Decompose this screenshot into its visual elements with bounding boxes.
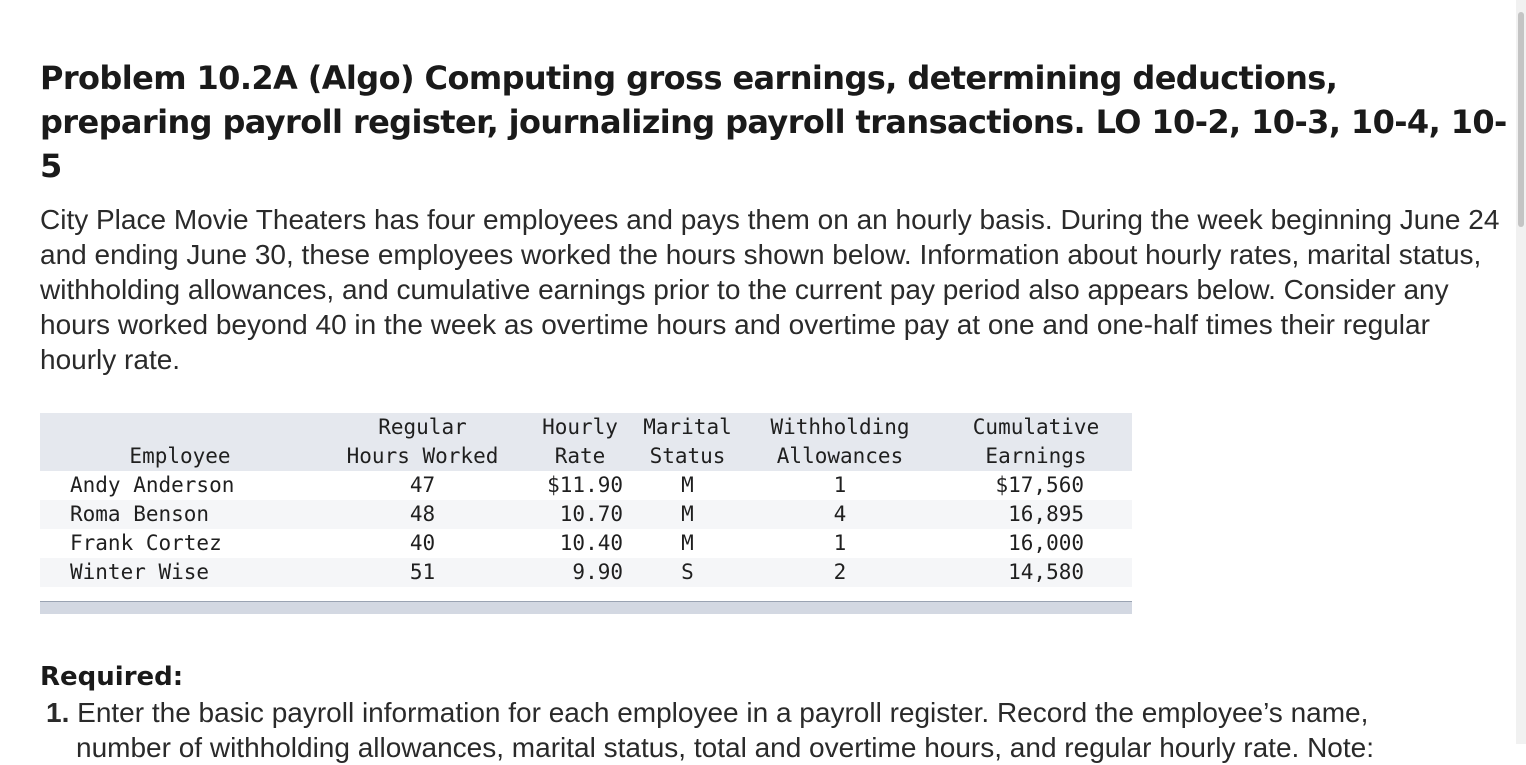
problem-intro: City Place Movie Theaters has four emplo… bbox=[40, 204, 1500, 375]
table-footer-bar bbox=[40, 601, 1132, 614]
header-regular-hours: Regular Hours Worked bbox=[346, 415, 499, 468]
cell-employee: Andy Anderson bbox=[70, 473, 235, 497]
cell-marital: M bbox=[681, 502, 694, 526]
cell-hours: 48 bbox=[409, 502, 436, 526]
employee-table: Employee Regular Hours Worked Hourly Rat… bbox=[40, 413, 1132, 587]
title-line-2: preparing payroll register, journalizing… bbox=[40, 103, 1507, 185]
vertical-scrollbar[interactable] bbox=[1516, 0, 1526, 744]
cell-marital: M bbox=[681, 473, 694, 497]
cell-allowances: 1 bbox=[833, 473, 847, 497]
required-item-text-continued: number of withholding allowances, marita… bbox=[76, 732, 1375, 763]
table-row: Frank Cortez 40 10.40 M 1 16,000 bbox=[40, 529, 1132, 558]
cell-marital: M bbox=[681, 531, 694, 555]
cell-cumulative: 14,580 bbox=[1008, 560, 1084, 584]
header-employee: Employee bbox=[129, 444, 231, 468]
scrollbar-thumb[interactable] bbox=[1518, 12, 1524, 227]
cell-rate: 10.70 bbox=[559, 502, 623, 526]
required-item-text: Enter the basic payroll information for … bbox=[77, 697, 1369, 728]
cell-hours: 47 bbox=[409, 473, 436, 497]
title-line-1: Problem 10.2A (Algo) Computing gross ear… bbox=[40, 59, 1338, 97]
cell-marital: S bbox=[681, 560, 694, 584]
cell-employee: Winter Wise bbox=[70, 560, 210, 584]
cell-allowances: 4 bbox=[833, 502, 847, 526]
cell-hours: 51 bbox=[409, 560, 436, 584]
table-row: Andy Anderson 47 $11.90 M 1 $17,560 bbox=[40, 471, 1132, 500]
cell-rate: $11.90 bbox=[547, 473, 623, 497]
required-item-number: 1. bbox=[46, 697, 70, 728]
table-header-row: Employee Regular Hours Worked Hourly Rat… bbox=[40, 413, 1132, 471]
header-hourly-rate: Hourly Rate bbox=[542, 415, 618, 468]
problem-title: Problem 10.2A (Algo) Computing gross ear… bbox=[40, 56, 1510, 188]
header-withholding-allowances: Withholding Allowances bbox=[770, 415, 910, 468]
cell-employee: Frank Cortez bbox=[70, 531, 222, 555]
cell-rate: 10.40 bbox=[559, 531, 623, 555]
header-cumulative-earnings: Cumulative Earnings bbox=[972, 415, 1100, 468]
table-row: Roma Benson 48 10.70 M 4 16,895 bbox=[40, 500, 1132, 529]
table-row: Winter Wise 51 9.90 S 2 14,580 bbox=[40, 558, 1132, 587]
cell-cumulative: $17,560 bbox=[995, 473, 1084, 497]
header-marital-status: Marital Status bbox=[643, 415, 732, 468]
cell-rate: 9.90 bbox=[572, 560, 623, 584]
required-item-1: 1. Enter the basic payroll information f… bbox=[46, 695, 1510, 765]
cell-hours: 40 bbox=[409, 531, 436, 555]
cell-allowances: 1 bbox=[833, 531, 847, 555]
cell-cumulative: 16,000 bbox=[1008, 531, 1084, 555]
cell-allowances: 2 bbox=[833, 560, 847, 584]
employee-table-container: Employee Regular Hours Worked Hourly Rat… bbox=[40, 413, 1132, 614]
cell-cumulative: 16,895 bbox=[1008, 502, 1084, 526]
required-heading: Required: bbox=[40, 662, 184, 692]
cell-employee: Roma Benson bbox=[70, 502, 210, 526]
